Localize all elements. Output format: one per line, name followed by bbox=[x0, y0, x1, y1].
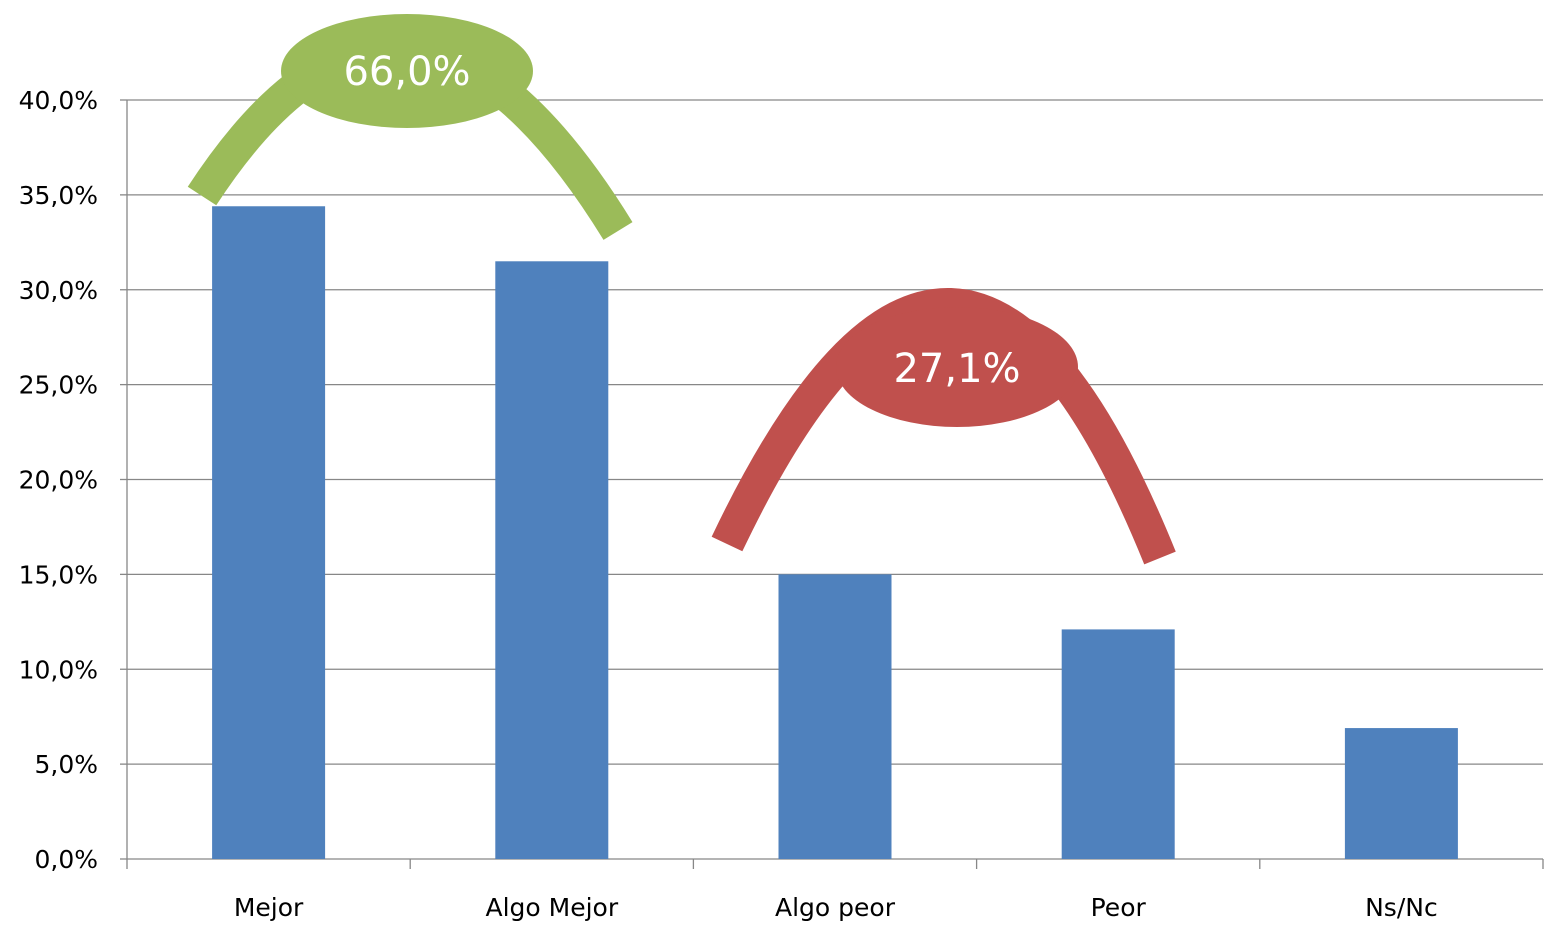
bar bbox=[1061, 629, 1175, 859]
annotation-positive-bubble bbox=[281, 14, 533, 128]
annotation-negative-bubble bbox=[836, 307, 1078, 427]
bar bbox=[778, 574, 892, 859]
y-tick-label: 0,0% bbox=[34, 845, 98, 874]
bar bbox=[1344, 728, 1458, 859]
annotation-negative-label: 27,1% bbox=[893, 346, 1020, 392]
y-tick-label: 15,0% bbox=[19, 560, 98, 589]
y-tick-label: 10,0% bbox=[19, 655, 98, 684]
x-category-label: Mejor bbox=[234, 893, 304, 922]
y-tick-label: 40,0% bbox=[19, 86, 98, 115]
y-tick-label: 35,0% bbox=[19, 181, 98, 210]
x-category-label: Ns/Nc bbox=[1365, 893, 1438, 922]
annotation-positive-label: 66,0% bbox=[343, 49, 470, 95]
y-tick-label: 30,0% bbox=[19, 276, 98, 305]
x-axis-category-labels: Mejor Algo Mejor Algo peor Peor Ns/Nc bbox=[234, 893, 1438, 922]
annotation-positive-group: 66,0% bbox=[187, 14, 633, 240]
y-tick-label: 5,0% bbox=[34, 750, 98, 779]
x-category-label: Peor bbox=[1091, 893, 1147, 922]
bars bbox=[212, 206, 1458, 860]
y-axis-tick-labels: 0,0% 5,0% 10,0% 15,0% 20,0% 25,0% 30,0% 35,0% 40… bbox=[19, 86, 98, 874]
y-tick-label: 25,0% bbox=[19, 371, 98, 400]
x-category-label: Algo Mejor bbox=[485, 893, 618, 922]
annotation-negative-group: 27,1% bbox=[711, 288, 1176, 565]
bar bbox=[495, 261, 609, 860]
x-category-label: Algo peor bbox=[775, 893, 896, 922]
y-tick-label: 20,0% bbox=[19, 466, 98, 495]
annotation-negative-arc bbox=[711, 288, 1176, 565]
bar bbox=[212, 206, 326, 859]
